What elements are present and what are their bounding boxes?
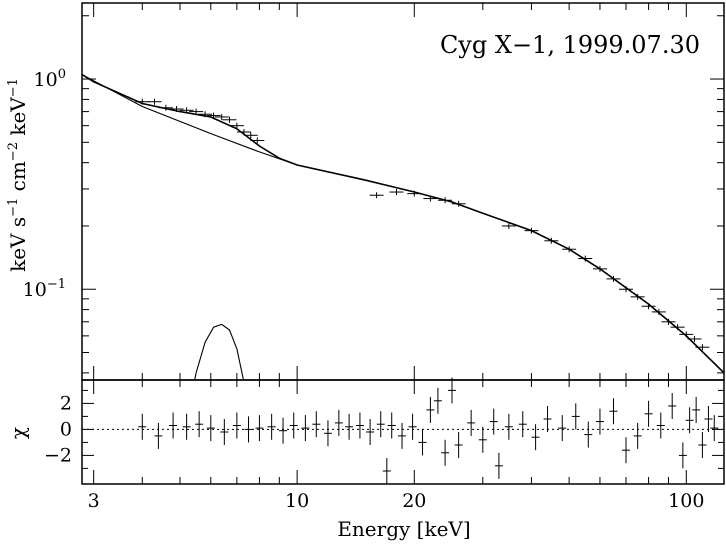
x-axis-label: Energy [keV]	[337, 517, 470, 541]
spectrum-frame	[81, 2, 725, 381]
series-line-line_component	[194, 323, 245, 380]
residual-y-tick-label: 2	[60, 392, 72, 414]
chart-annotation: Cyg X−1, 1999.07.30	[440, 31, 700, 59]
y-axis-label: keV s−1 cm−2 keV−1	[6, 78, 30, 272]
x-tick-label: 20	[402, 490, 426, 512]
x-tick-label: 100	[668, 490, 704, 512]
y-tick-label: 10−1	[23, 277, 66, 301]
residual-y-axis-label: χ	[6, 427, 30, 439]
spectrum-series-group	[82, 73, 724, 380]
y-tick-label: 100	[34, 67, 66, 91]
series-line-continuum	[82, 74, 298, 166]
x-tick-label: 3	[88, 490, 100, 512]
spectrum-panel: 100 10−1	[23, 2, 725, 381]
residuals-frame	[81, 379, 725, 485]
residual-y-tick-label: −2	[44, 444, 72, 466]
residual-y-tick-label: 0	[60, 418, 72, 440]
series-line-model	[82, 73, 724, 374]
x-tick-label: 10	[285, 490, 309, 512]
